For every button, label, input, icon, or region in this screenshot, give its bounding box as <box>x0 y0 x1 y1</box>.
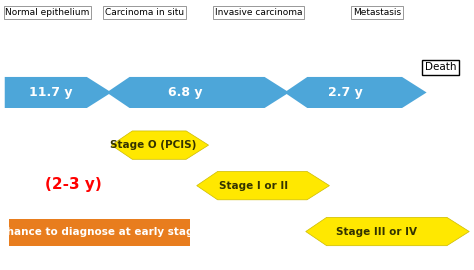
Text: Stage O (PCIS): Stage O (PCIS) <box>110 140 196 150</box>
Text: 11.7 y: 11.7 y <box>29 86 73 99</box>
Text: Stage I or II: Stage I or II <box>219 181 288 191</box>
Text: 2.7 y: 2.7 y <box>328 86 363 99</box>
Polygon shape <box>284 77 427 108</box>
Text: Invasive carcinoma: Invasive carcinoma <box>215 8 302 17</box>
Text: (2-3 y): (2-3 y) <box>45 177 102 193</box>
Polygon shape <box>197 171 329 200</box>
Text: Chance to diagnose at early stage: Chance to diagnose at early stage <box>0 227 201 237</box>
Text: 6.8 y: 6.8 y <box>168 86 202 99</box>
Text: Stage III or IV: Stage III or IV <box>336 227 417 237</box>
Text: Normal epithelium: Normal epithelium <box>5 8 90 17</box>
Polygon shape <box>306 217 469 246</box>
Text: Death: Death <box>425 62 456 73</box>
Text: Carcinoma in situ: Carcinoma in situ <box>105 8 184 17</box>
FancyBboxPatch shape <box>0 0 474 119</box>
Polygon shape <box>107 77 289 108</box>
Polygon shape <box>111 131 209 159</box>
FancyBboxPatch shape <box>9 219 190 246</box>
Polygon shape <box>5 77 111 108</box>
Text: Metastasis: Metastasis <box>353 8 401 17</box>
